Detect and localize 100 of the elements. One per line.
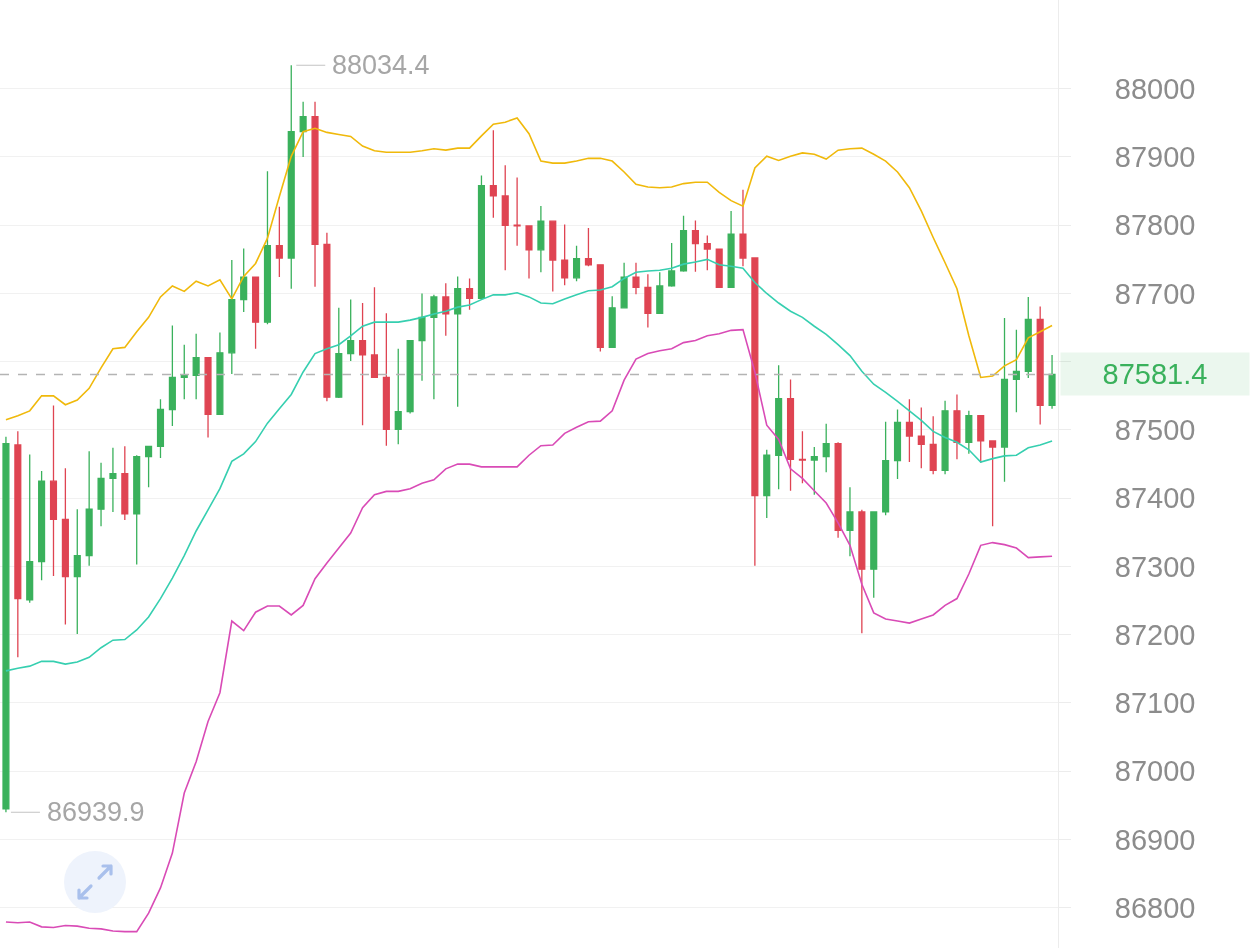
candlestick xyxy=(668,242,676,288)
candlestick xyxy=(323,232,331,402)
candlestick xyxy=(525,225,533,280)
candlestick xyxy=(691,219,699,273)
candlestick xyxy=(703,234,711,271)
candlestick xyxy=(2,436,10,813)
candlestick xyxy=(584,227,592,267)
y-tick-label: 87100 xyxy=(1114,687,1196,720)
candlestick xyxy=(715,248,723,288)
candlestick xyxy=(61,467,69,626)
candlestick xyxy=(454,275,462,408)
candlestick xyxy=(228,259,236,375)
candlestick xyxy=(216,331,224,416)
candlestick xyxy=(26,453,34,604)
candlestick xyxy=(763,449,771,519)
candlestick xyxy=(252,276,260,350)
candlestick xyxy=(466,277,474,311)
candlestick xyxy=(965,410,973,455)
candlestick xyxy=(739,189,747,267)
candlestick xyxy=(513,176,521,247)
candlestick xyxy=(347,298,355,362)
candlestick xyxy=(263,170,272,325)
candlestick xyxy=(822,423,830,473)
candlestick xyxy=(38,470,46,581)
candlestick xyxy=(727,210,735,289)
candlestick xyxy=(858,509,866,635)
candlestick xyxy=(335,307,343,399)
candlestick xyxy=(620,262,628,309)
candlestick xyxy=(359,302,367,426)
candlestick xyxy=(133,454,141,566)
line-series xyxy=(5,258,1053,672)
candlestick xyxy=(1000,317,1009,483)
candlestick xyxy=(180,344,188,400)
ref-line-label: 87581.4 xyxy=(1102,358,1208,390)
candlestick xyxy=(798,430,806,484)
candlestick xyxy=(287,64,295,290)
line-series xyxy=(5,328,1053,933)
candlestick xyxy=(14,430,22,658)
y-tick-label: 87400 xyxy=(1114,482,1196,515)
candlestick xyxy=(846,486,854,557)
candlestick xyxy=(430,294,438,400)
candlestick xyxy=(442,282,450,337)
y-tick-label: 87900 xyxy=(1114,141,1196,174)
annotation: 88034.4 xyxy=(332,50,430,80)
candlestick xyxy=(644,273,652,329)
candlestick xyxy=(1048,354,1056,410)
candlestick xyxy=(561,223,569,286)
y-tick-label: 87800 xyxy=(1114,209,1196,242)
candlestick xyxy=(168,324,176,427)
candlestick xyxy=(382,312,390,447)
candlestick xyxy=(85,450,93,567)
candlestick xyxy=(121,445,129,521)
candlestick xyxy=(501,164,509,271)
candlestick xyxy=(989,440,997,527)
candlestick xyxy=(870,511,878,599)
candlestick xyxy=(810,446,818,496)
candlestick xyxy=(537,205,545,273)
y-tick-label: 87700 xyxy=(1114,277,1196,310)
candlestick xyxy=(1036,305,1044,426)
y-tick-label: 86800 xyxy=(1114,891,1196,924)
candlestick xyxy=(240,247,248,313)
y-tick-label: 87000 xyxy=(1114,755,1196,788)
candlestick xyxy=(73,508,81,635)
y-tick-label: 87200 xyxy=(1114,618,1196,651)
candlestick xyxy=(489,129,497,219)
y-tick-label: 87300 xyxy=(1114,550,1196,583)
candlestick xyxy=(953,393,961,460)
y-tick-label: 86900 xyxy=(1114,823,1196,856)
candlestick xyxy=(109,447,117,513)
candlestick xyxy=(632,262,640,295)
candlestick xyxy=(775,364,783,491)
candlestick xyxy=(1012,329,1020,413)
line-series xyxy=(5,117,1053,421)
candlestick xyxy=(834,441,842,539)
candlestick xyxy=(596,264,604,353)
candlestick xyxy=(49,404,58,577)
annotation: 86939.9 xyxy=(47,797,145,827)
candlestick xyxy=(1024,296,1032,379)
candlestick xyxy=(549,220,557,293)
candlestick xyxy=(929,415,937,475)
candlestick xyxy=(679,215,688,273)
candlestick xyxy=(418,292,426,382)
candlestick xyxy=(204,356,212,439)
candlestick xyxy=(311,101,319,288)
candlestick xyxy=(275,206,283,278)
candlestick xyxy=(751,257,759,567)
candlestick xyxy=(786,378,795,492)
candlestick xyxy=(572,245,581,282)
candlestick xyxy=(156,398,165,459)
candlestick xyxy=(905,398,913,463)
candlestick xyxy=(477,174,486,301)
candlestick xyxy=(406,339,414,415)
candlestick xyxy=(977,415,985,464)
candlestick xyxy=(917,406,925,469)
candlestick xyxy=(882,421,890,516)
candlestick xyxy=(941,399,949,475)
candlestick xyxy=(656,271,664,314)
candlestick xyxy=(97,462,105,527)
candlestick xyxy=(145,445,153,488)
y-tick-label: 87500 xyxy=(1114,414,1196,447)
